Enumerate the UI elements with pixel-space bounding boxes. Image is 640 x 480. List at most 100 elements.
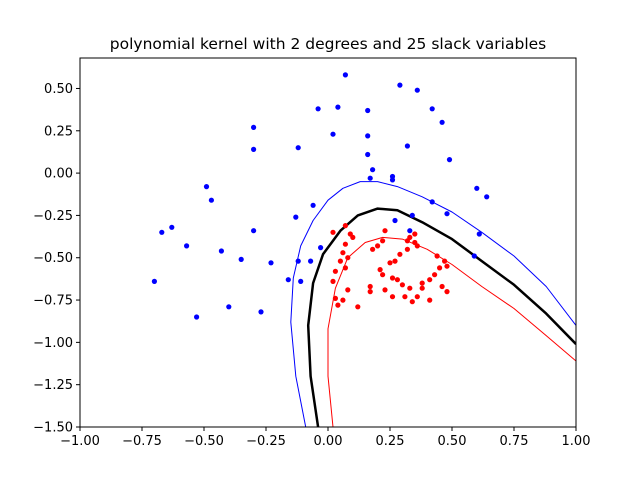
point-series1-3 <box>332 268 338 274</box>
point-series0-26 <box>342 72 348 78</box>
x-axis: −1.00 −0.75 −0.50 −0.25 0.00 0.25 0.50 0.75 1.00 <box>60 427 590 449</box>
point-series0-38 <box>409 212 415 218</box>
y-tick-label: −1.50 <box>33 421 73 436</box>
margin-curve-2 <box>327 236 576 427</box>
point-series1-52 <box>444 263 450 269</box>
point-series1-10 <box>342 223 348 229</box>
point-series0-2 <box>169 224 175 230</box>
y-axis: −1.50 −1.25 −1.00 −0.75 −0.50 −0.25 0.00 0.25 0.… <box>33 82 80 436</box>
point-series0-35 <box>397 82 403 88</box>
x-tick-label: 0.25 <box>376 434 405 449</box>
point-series1-1 <box>330 278 336 284</box>
point-series1-5 <box>337 258 343 264</box>
point-series0-30 <box>367 175 373 181</box>
point-series1-20 <box>377 267 383 273</box>
point-series1-30 <box>397 251 403 257</box>
point-series1-26 <box>389 275 396 281</box>
point-series1-47 <box>434 253 440 259</box>
point-series1-28 <box>392 258 398 264</box>
x-tick-label: −0.50 <box>184 434 224 449</box>
point-series1-27 <box>389 294 396 300</box>
point-series1-37 <box>409 299 415 305</box>
point-series0-13 <box>258 309 264 315</box>
x-tick-label: 0.50 <box>438 434 467 449</box>
point-series0-18 <box>295 258 301 264</box>
decision-boundary-0 <box>306 207 576 427</box>
point-series0-47 <box>476 231 482 237</box>
point-series0-44 <box>446 157 453 163</box>
point-series1-49 <box>439 283 445 290</box>
point-series0-4 <box>194 314 200 320</box>
point-series0-20 <box>308 258 314 264</box>
y-tick-label: 0.25 <box>44 124 73 139</box>
point-series1-8 <box>342 241 348 247</box>
point-series0-27 <box>365 133 371 139</box>
point-series0-31 <box>370 167 376 173</box>
point-series0-29 <box>365 107 371 114</box>
point-series0-16 <box>293 214 299 220</box>
y-tick-label: −0.25 <box>33 209 73 224</box>
point-series0-0 <box>151 278 157 284</box>
point-series1-44 <box>427 277 433 283</box>
point-series1-41 <box>414 294 420 300</box>
point-series0-40 <box>429 106 435 112</box>
y-tick-label: −1.00 <box>33 336 73 351</box>
point-series1-31 <box>399 282 405 288</box>
margin-curve-1 <box>290 181 576 427</box>
point-series0-1 <box>159 229 165 235</box>
point-series0-36 <box>404 143 410 149</box>
point-series1-25 <box>387 260 393 266</box>
point-series0-21 <box>310 202 316 208</box>
point-series1-0 <box>330 229 336 235</box>
point-series1-35 <box>407 234 413 240</box>
point-series0-9 <box>238 256 244 262</box>
point-series1-11 <box>345 287 351 293</box>
point-series1-46 <box>432 272 438 278</box>
point-series1-18 <box>370 246 376 252</box>
point-series0-12 <box>251 228 257 234</box>
point-series1-24 <box>382 287 388 293</box>
point-series1-6 <box>340 250 346 256</box>
point-series1-50 <box>442 258 448 264</box>
x-tick-label: 0.00 <box>314 434 343 449</box>
point-series0-19 <box>298 278 304 284</box>
point-series0-43 <box>444 211 450 217</box>
point-series1-4 <box>335 302 341 308</box>
point-series1-15 <box>355 304 361 310</box>
point-series1-48 <box>437 265 443 271</box>
point-series0-3 <box>184 243 190 249</box>
x-tick-label: 1.00 <box>562 434 591 449</box>
point-series0-33 <box>389 177 396 183</box>
point-series0-8 <box>226 304 232 310</box>
point-series1-34 <box>404 246 410 252</box>
point-series0-46 <box>474 185 480 191</box>
point-series1-29 <box>394 277 400 283</box>
point-series1-42 <box>419 280 425 286</box>
data-points <box>151 72 490 320</box>
point-series1-43 <box>419 285 425 291</box>
point-series1-45 <box>427 297 433 303</box>
x-tick-label: 0.75 <box>500 434 529 449</box>
point-series1-17 <box>367 289 373 295</box>
point-series1-12 <box>345 255 351 261</box>
point-series0-6 <box>208 197 214 203</box>
point-series0-45 <box>471 253 477 259</box>
point-series0-23 <box>318 245 324 251</box>
point-series0-11 <box>251 146 257 152</box>
point-series0-37 <box>407 228 413 234</box>
point-series1-38 <box>412 231 418 237</box>
x-tick-label: −0.25 <box>246 434 286 449</box>
point-series1-22 <box>380 272 386 278</box>
point-series1-19 <box>375 243 381 249</box>
y-tick-label: 0.50 <box>44 82 73 97</box>
point-series0-15 <box>285 277 291 283</box>
y-tick-label: −1.25 <box>33 378 73 393</box>
point-series1-9 <box>342 265 348 271</box>
point-series0-22 <box>315 106 321 112</box>
point-series0-14 <box>268 260 274 266</box>
point-series0-5 <box>203 184 210 190</box>
point-series0-28 <box>365 151 371 158</box>
point-series0-34 <box>392 217 398 224</box>
point-series0-17 <box>295 145 301 151</box>
